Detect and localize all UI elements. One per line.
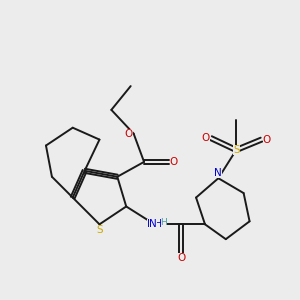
Text: O: O (263, 135, 271, 145)
Text: O: O (124, 129, 132, 139)
Text: N: N (214, 168, 222, 178)
Text: O: O (202, 133, 210, 143)
Text: N: N (149, 219, 157, 229)
Text: H: H (160, 218, 167, 227)
Text: S: S (96, 225, 103, 235)
Text: O: O (170, 157, 178, 167)
Text: S: S (233, 145, 239, 155)
Text: NH: NH (147, 219, 162, 229)
Text: O: O (177, 253, 185, 263)
